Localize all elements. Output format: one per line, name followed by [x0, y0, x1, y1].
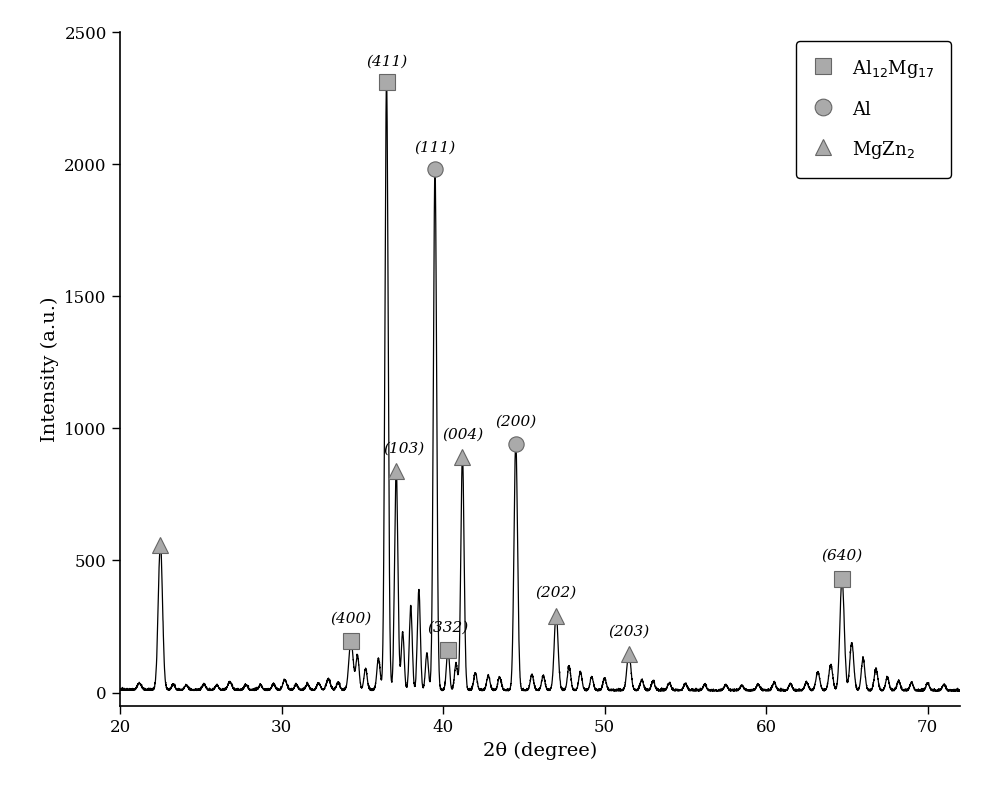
Text: (332): (332): [427, 621, 469, 634]
Text: (400): (400): [330, 611, 372, 626]
Text: (111): (111): [414, 141, 456, 155]
Text: (203): (203): [608, 625, 649, 638]
Text: (411): (411): [366, 55, 407, 69]
Text: (640): (640): [821, 549, 863, 563]
Text: (004): (004): [442, 427, 483, 442]
Text: (202): (202): [536, 586, 577, 600]
Y-axis label: Intensity (a.u.): Intensity (a.u.): [40, 296, 59, 442]
Text: (200): (200): [495, 415, 536, 428]
X-axis label: 2θ (degree): 2θ (degree): [483, 742, 597, 759]
Text: (103): (103): [384, 442, 425, 456]
Legend: Al$_{12}$Mg$_{17}$, Al, MgZn$_2$: Al$_{12}$Mg$_{17}$, Al, MgZn$_2$: [796, 41, 951, 178]
